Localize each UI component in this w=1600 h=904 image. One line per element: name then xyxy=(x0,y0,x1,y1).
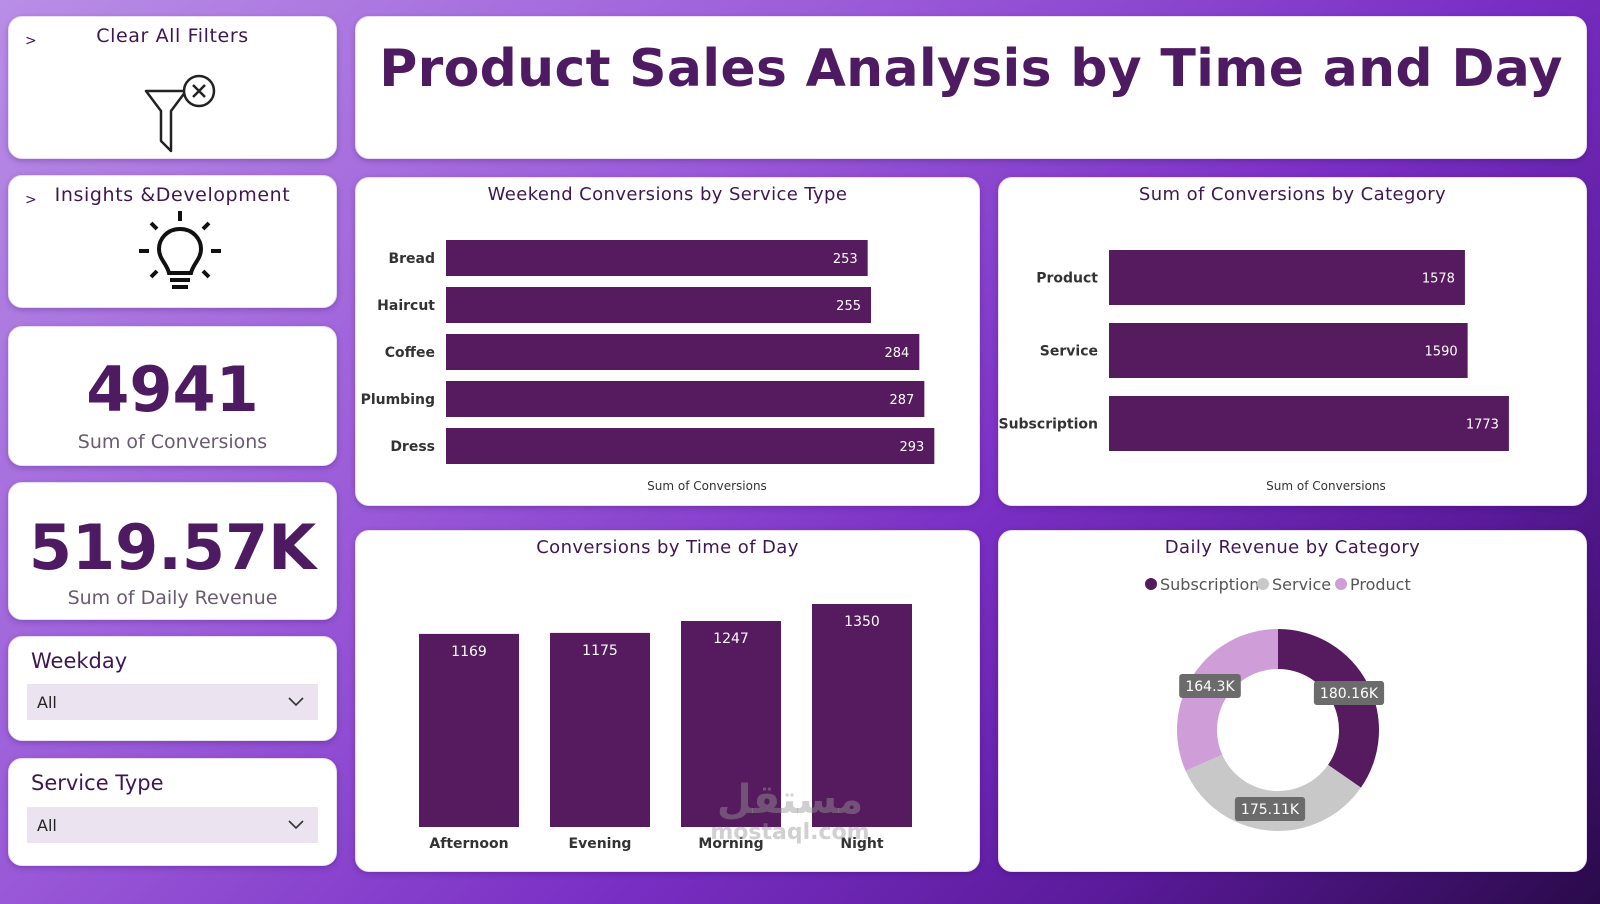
data-label-subscription: 1773 xyxy=(1466,418,1499,433)
data-label-service: 1590 xyxy=(1425,345,1458,360)
data-label-service: 175.11K xyxy=(1241,802,1300,818)
legend-marker-product xyxy=(1335,578,1347,590)
kpi-conversions-card: 4941 Sum of Conversions xyxy=(8,326,337,466)
clear-filters-button[interactable]: > Clear All Filters xyxy=(8,16,337,159)
page-title: Product Sales Analysis by Time and Day xyxy=(379,39,1563,99)
x-axis-label: Sum of Conversions xyxy=(647,479,767,493)
chevron-down-icon xyxy=(288,820,304,830)
bar-haircut[interactable] xyxy=(446,287,871,323)
kpi-revenue-label: Sum of Daily Revenue xyxy=(67,587,278,609)
chart-title: Conversions by Time of Day xyxy=(536,537,799,558)
service-type-slicer-title: Service Type xyxy=(31,771,164,795)
data-label-product: 1578 xyxy=(1422,272,1455,287)
data-label-morning: 1247 xyxy=(713,631,749,647)
bar-bread[interactable] xyxy=(446,240,868,276)
data-label-afternoon: 1169 xyxy=(451,644,487,660)
chart-title: Sum of Conversions by Category xyxy=(1138,184,1447,205)
tick-label-haircut: Haircut xyxy=(377,298,435,314)
weekday-dropdown-value: All xyxy=(37,692,57,712)
chart-title: Daily Revenue by Category xyxy=(1164,537,1421,558)
kpi-revenue-card: 519.57K Sum of Daily Revenue xyxy=(8,482,337,620)
legend-label-subscription: Subscription xyxy=(1160,575,1259,594)
legend-label-service: Service xyxy=(1272,575,1331,594)
daily-revenue-svg: Subscription Service Product 180.16K 175.11K… xyxy=(1145,575,1411,831)
data-label-dress: 293 xyxy=(900,440,925,455)
kpi-revenue-value: 519.57K xyxy=(28,511,317,584)
insights-label: Insights &Development xyxy=(54,184,291,206)
tick-label-subscription: Subscription xyxy=(999,417,1098,433)
tick-label-plumbing: Plumbing xyxy=(361,392,435,408)
insights-button[interactable]: > Insights &Development xyxy=(8,175,337,308)
data-label-bg-service xyxy=(1234,797,1306,821)
bar-night[interactable] xyxy=(812,604,912,827)
chevron-right-icon: > xyxy=(25,33,37,49)
clear-filters-label: Clear All Filters xyxy=(96,25,249,47)
daily-revenue-chart: Daily Revenue by Category Subscription Se… xyxy=(998,530,1587,872)
category-conversions-chart: Sum of Conversions by Category Product 15… xyxy=(998,177,1587,506)
tick-label-bread: Bread xyxy=(388,251,435,267)
data-label-coffee: 284 xyxy=(885,346,910,361)
tick-label-morning: Morning xyxy=(698,836,763,852)
category-conversions-svg: Product 1578 Service 1590 Subscription 1773 Su… xyxy=(999,250,1509,493)
bar-afternoon[interactable] xyxy=(419,633,519,827)
data-label-product: 164.3K xyxy=(1185,679,1235,695)
bar-morning[interactable] xyxy=(681,621,781,827)
data-label-plumbing: 287 xyxy=(890,393,915,408)
bar-product[interactable] xyxy=(1109,250,1465,305)
chart-title: Weekend Conversions by Service Type xyxy=(487,184,848,205)
data-label-bg-subscription xyxy=(1313,681,1385,705)
slice-product[interactable] xyxy=(1177,629,1278,771)
weekday-slicer-title: Weekday xyxy=(31,649,128,673)
clear-filter-icon xyxy=(144,74,216,153)
weekday-dropdown[interactable]: All xyxy=(27,684,318,720)
slice-service[interactable] xyxy=(1185,754,1361,831)
service-type-dropdown-value: All xyxy=(37,815,57,835)
tick-label-product: Product xyxy=(1036,271,1098,287)
data-label-night: 1350 xyxy=(844,614,880,630)
legend-marker-service xyxy=(1257,578,1269,590)
weekend-conversions-svg: Bread 253 Haircut 255 Coffee 284 Plumbing 287 Dr… xyxy=(361,240,935,493)
bar-subscription[interactable] xyxy=(1109,396,1509,451)
bar-plumbing[interactable] xyxy=(446,381,925,417)
data-label-haircut: 255 xyxy=(836,299,861,314)
tick-label-night: Night xyxy=(840,836,884,852)
time-of-day-svg: 1169 Afternoon 1175 Evening 1247 Morning 1350 N… xyxy=(419,604,912,852)
tick-label-afternoon: Afternoon xyxy=(429,836,508,852)
data-label-bg-product xyxy=(1179,674,1241,698)
x-axis-label: Sum of Conversions xyxy=(1266,479,1386,493)
chevron-right-icon: > xyxy=(25,192,37,208)
weekend-conversions-chart: Weekend Conversions by Service Type Brea… xyxy=(355,177,980,506)
time-of-day-chart: Conversions by Time of Day 1169 Afternoon… xyxy=(355,530,980,872)
tick-label-dress: Dress xyxy=(390,439,435,455)
data-label-bread: 253 xyxy=(833,252,858,267)
service-type-slicer: Service Type All xyxy=(8,758,337,866)
kpi-conversions-label: Sum of Conversions xyxy=(77,431,268,453)
tick-label-service: Service xyxy=(1040,344,1098,360)
bar-coffee[interactable] xyxy=(446,334,920,370)
bar-dress[interactable] xyxy=(446,428,935,464)
slice-subscription[interactable] xyxy=(1278,629,1379,788)
bar-evening[interactable] xyxy=(550,632,650,827)
lightbulb-icon xyxy=(139,211,221,289)
legend-marker-subscription xyxy=(1145,578,1157,590)
service-type-dropdown[interactable]: All xyxy=(27,807,318,843)
data-label-subscription: 180.16K xyxy=(1320,686,1379,702)
tick-label-coffee: Coffee xyxy=(385,345,435,361)
tick-label-evening: Evening xyxy=(569,836,632,852)
title-card: Product Sales Analysis by Time and Day xyxy=(355,16,1587,159)
weekday-slicer: Weekday All xyxy=(8,636,337,741)
bar-service[interactable] xyxy=(1109,323,1468,378)
data-label-evening: 1175 xyxy=(582,643,618,659)
chevron-down-icon xyxy=(288,697,304,707)
kpi-conversions-value: 4941 xyxy=(86,353,259,426)
legend-label-product: Product xyxy=(1350,575,1411,594)
